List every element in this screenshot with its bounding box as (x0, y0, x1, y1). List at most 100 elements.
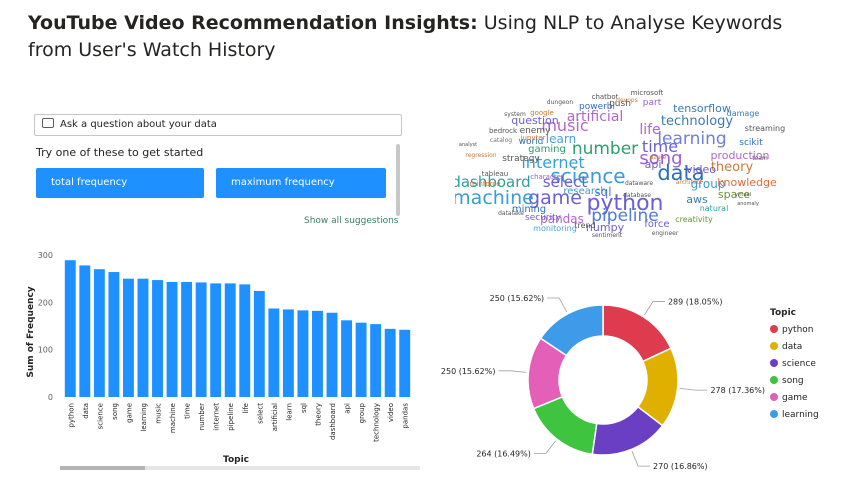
bar-python[interactable] (64, 260, 76, 397)
wordcloud-word: production (710, 149, 769, 162)
wordcloud-word: database (623, 192, 651, 199)
donut-data-label: 270 (16.86%) (653, 462, 708, 471)
wordcloud-word: python (587, 191, 664, 216)
x-tick-label: internet (213, 403, 221, 431)
x-tick-label: artificial (271, 403, 279, 431)
x-tick-label: science (96, 403, 104, 429)
bar-life[interactable] (239, 284, 251, 397)
legend-swatch (770, 342, 778, 350)
donut-leader-line (644, 301, 665, 316)
bar-select[interactable] (253, 290, 265, 397)
wordcloud-word: api (645, 158, 662, 171)
x-tick-label: theory (314, 403, 322, 426)
wordcloud-word: scikit (739, 138, 763, 148)
bar-pandas[interactable] (399, 329, 411, 397)
bar-chart-scroll-thumb[interactable] (60, 466, 145, 470)
bar-learn[interactable] (282, 309, 294, 397)
wordcloud-word: dungeon (547, 99, 574, 106)
y-tick-label: 0 (48, 393, 53, 402)
bar-video[interactable] (384, 328, 396, 397)
wordcloud-word: mining (512, 204, 546, 215)
donut-leader-line (547, 297, 568, 313)
legend-item-song[interactable]: song (770, 373, 819, 390)
wordcloud-word: catalog (490, 137, 512, 144)
bar-music[interactable] (152, 280, 163, 397)
legend-item-science[interactable]: science (770, 356, 819, 373)
wordcloud-word: select (543, 173, 588, 191)
x-tick-label: video (387, 403, 395, 422)
x-tick-label: technology (373, 403, 381, 442)
bar-theory[interactable] (312, 310, 323, 397)
legend-item-learning[interactable]: learning (770, 407, 819, 424)
bar-game[interactable] (122, 278, 134, 397)
suggestion-button-maximum-frequency[interactable]: maximum frequency (216, 168, 386, 198)
bar-time[interactable] (181, 281, 193, 397)
page-title-rest: Using NLP to Analyse Keywords from User'… (28, 12, 783, 61)
show-all-suggestions-link[interactable]: Show all suggestions (304, 216, 399, 226)
x-tick-label: pandas (402, 403, 410, 429)
legend-item-data[interactable]: data (770, 339, 819, 356)
bar-machine[interactable] (166, 281, 178, 397)
wordcloud-word: reinforce (469, 180, 500, 188)
wordcloud-word: dataware (625, 180, 653, 187)
bar-artificial[interactable] (268, 308, 280, 397)
legend-label: learning (782, 410, 819, 420)
donut-data-label: 264 (16.49%) (476, 449, 531, 458)
wordcloud-word: question (511, 114, 559, 127)
donut-legend: Topic python data science song game learning (770, 308, 819, 424)
wordcloud-word: force (644, 219, 669, 230)
wordcloud-word: data (657, 161, 704, 185)
bar-chart-x-axis-title: Topic (223, 455, 249, 465)
bar-dashboard[interactable] (326, 312, 338, 397)
bar-sql[interactable] (297, 310, 309, 397)
x-tick-label: time (184, 403, 192, 419)
bar-chart-scroll-track[interactable] (60, 466, 420, 470)
bar-pipeline[interactable] (224, 283, 236, 397)
legend-label: science (782, 359, 816, 369)
wordcloud-word: internet (521, 153, 584, 172)
x-tick-label: group (358, 402, 366, 423)
donut-slice-learning[interactable] (539, 304, 604, 357)
qa-scrollbar[interactable] (396, 144, 400, 216)
legend-item-python[interactable]: python (770, 322, 819, 339)
wordcloud-word: enemy (520, 126, 552, 136)
bar-technology[interactable] (370, 324, 382, 397)
donut-leader-line (679, 387, 708, 391)
x-tick-label: game (125, 403, 133, 423)
legend-swatch (770, 393, 778, 401)
wordcloud-word: space (718, 188, 751, 201)
bar-group[interactable] (355, 322, 367, 397)
donut-leader-line (498, 370, 527, 373)
wordcloud-word: chatbot (592, 93, 619, 101)
y-tick-label: 200 (38, 298, 53, 307)
wordcloud-word: gaming (528, 144, 566, 155)
x-tick-label: song (111, 403, 119, 420)
wordcloud-word: game (528, 187, 582, 209)
qa-question-input[interactable]: Ask a question about your data (34, 114, 402, 136)
suggestion-button-total-frequency[interactable]: total frequency (36, 168, 204, 198)
bar-api[interactable] (341, 320, 353, 397)
bar-science[interactable] (93, 269, 105, 397)
wordcloud-word: world (519, 137, 544, 147)
wordcloud-word: analyst (459, 142, 477, 148)
wordcloud-word: natural (700, 204, 729, 213)
x-tick-label: life (242, 403, 250, 414)
wordcloud-word: strategy (502, 154, 540, 164)
x-tick-label: api (344, 403, 352, 414)
bar-data[interactable] (79, 265, 91, 397)
page-title-bold: YouTube Video Recommendation Insights: (28, 12, 478, 34)
bar-number[interactable] (195, 282, 207, 397)
wordcloud-word: creativity (675, 215, 713, 224)
wordcloud-word: sql (594, 185, 611, 199)
legend-label: game (782, 393, 808, 403)
bar-song[interactable] (108, 272, 120, 397)
bar-internet[interactable] (210, 283, 222, 397)
wordcloud-word: google (530, 109, 554, 117)
legend-title: Topic (770, 308, 796, 318)
legend-item-game[interactable]: game (770, 390, 819, 407)
wordcloud-word: group (691, 177, 726, 191)
bar-learning[interactable] (137, 278, 149, 397)
legend-swatch (770, 325, 778, 333)
legend-swatch (770, 359, 778, 367)
x-tick-label: python (67, 403, 75, 428)
